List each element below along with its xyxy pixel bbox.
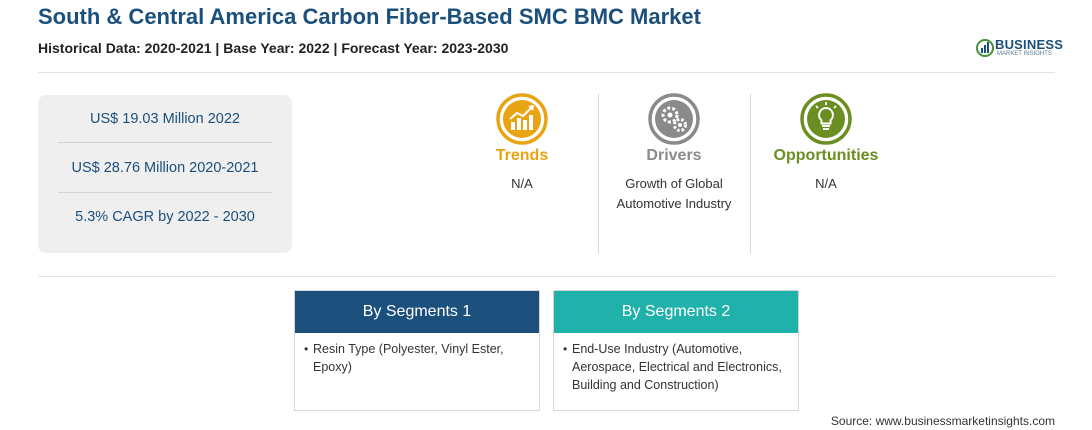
page-title: South & Central America Carbon Fiber-Bas… [38,4,701,29]
trend-chart-icon [496,93,548,145]
column-divider [598,94,599,254]
segment-card-1: By Segments 1 • Resin Type (Polyester, V… [294,290,540,411]
stat-divider [58,192,272,193]
trends-column: Trends N/A [447,92,597,194]
market-stats-panel: US$ 19.03 Million 2022 US$ 28.76 Million… [38,95,292,253]
source-note: Source: www.businessmarketinsights.com [830,414,1055,428]
page-subtitle: Historical Data: 2020-2021 | Base Year: … [38,40,509,56]
logo-subtext: MARKET INSIGHTS [997,51,1052,57]
segment-2-header: By Segments 2 [554,291,798,333]
drivers-column: Drivers Growth of Global Automotive Indu… [599,92,749,214]
segment-2-list: • End-Use Industry (Automotive, Aerospac… [554,333,798,394]
segment-card-2: By Segments 2 • End-Use Industry (Automo… [553,290,799,411]
segment-1-list: • Resin Type (Polyester, Vinyl Ester, Ep… [295,333,539,376]
logo-mark-icon [976,39,994,57]
drivers-title: Drivers [646,147,702,164]
trends-text: N/A [511,176,533,191]
stat-market-size-2022: US$ 19.03 Million 2022 [90,111,240,127]
segment-1-item: Resin Type (Polyester, Vinyl Ester, Epox… [313,342,504,374]
trends-title: Trends [495,147,549,164]
bullet-icon: • [304,342,309,356]
opportunities-column: Opportunities N/A [751,92,901,194]
stat-cagr: 5.3% CAGR by 2022 - 2030 [75,209,255,225]
header-divider [38,72,1055,73]
column-divider [750,94,751,254]
company-logo[interactable]: BUSINESS MARKET INSIGHTS [975,36,1065,62]
segment-2-item: End-Use Industry (Automotive, Aerospace,… [572,342,782,392]
logo-wordmark: BUSINESS [995,37,1064,52]
gears-icon [648,93,700,145]
stat-market-size-historical: US$ 28.76 Million 2020-2021 [71,160,259,176]
opportunities-title: Opportunities [773,147,879,164]
segment-1-header: By Segments 1 [295,291,539,333]
opportunities-text: N/A [815,176,837,191]
bullet-icon: • [563,342,568,356]
section-divider [38,276,1055,277]
drivers-text: Growth of Global Automotive Industry [616,176,732,211]
stat-divider [58,142,272,143]
lightbulb-icon [800,93,852,145]
